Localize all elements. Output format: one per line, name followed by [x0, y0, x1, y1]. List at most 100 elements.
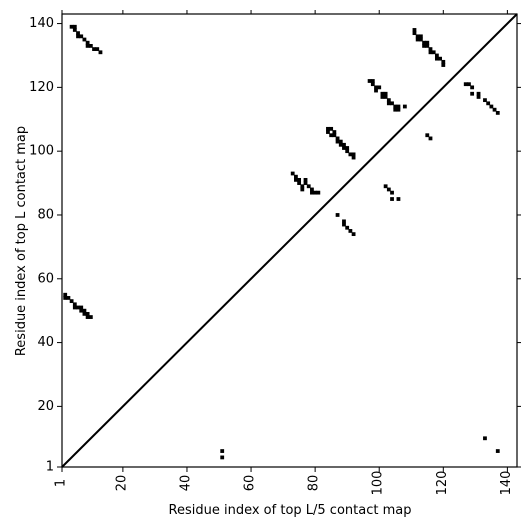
contact-point	[294, 177, 298, 182]
contact-point	[476, 91, 481, 96]
contact-point	[98, 50, 103, 55]
contact-point	[345, 146, 350, 150]
y-tick-label: 60	[37, 271, 54, 286]
contact-point	[76, 34, 80, 39]
contact-point	[72, 305, 77, 310]
contact-point	[463, 82, 468, 87]
contact-point	[297, 177, 302, 182]
contact-point	[470, 85, 475, 90]
contact-point	[348, 229, 353, 233]
contact-point	[434, 56, 439, 61]
contact-point	[348, 152, 353, 157]
contact-point	[415, 34, 420, 39]
contact-point	[313, 190, 318, 195]
contact-point	[438, 56, 443, 61]
contact-point	[383, 95, 388, 99]
contact-point	[316, 190, 321, 195]
y-axis-label: Residue index of top L contact map	[14, 126, 29, 356]
x-tick-label: 100	[371, 471, 386, 496]
contact-point	[332, 133, 337, 138]
contact-point	[374, 88, 378, 93]
contact-point	[495, 110, 500, 115]
contact-point	[377, 85, 382, 90]
contact-point	[434, 53, 439, 58]
contact-point	[386, 187, 391, 192]
contact-point	[85, 44, 90, 48]
contact-point	[393, 104, 398, 109]
contact-point	[374, 85, 378, 90]
contact-point	[342, 219, 346, 224]
contact-point	[428, 47, 433, 51]
contact-point	[396, 104, 401, 109]
contact-point	[383, 91, 388, 96]
y-tick-label: 1	[46, 460, 54, 475]
contact-point	[88, 315, 93, 319]
contact-point	[467, 82, 471, 87]
contact-point	[294, 174, 298, 179]
contact-point	[72, 302, 77, 307]
y-tick-label: 40	[37, 335, 54, 350]
contact-point	[383, 184, 388, 189]
contact-point	[310, 190, 314, 195]
contact-point	[332, 130, 337, 134]
contact-point	[431, 50, 436, 55]
contact-point	[495, 449, 500, 453]
contact-point	[418, 37, 423, 42]
contact-point	[82, 311, 87, 316]
x-tick-label: 60	[243, 475, 258, 492]
contact-point	[326, 126, 330, 131]
contact-point	[220, 449, 225, 453]
contact-point	[290, 171, 295, 176]
contact-point	[85, 315, 90, 319]
contact-point	[425, 40, 430, 45]
contact-point	[441, 59, 446, 64]
contact-point	[79, 34, 84, 39]
contact-point	[428, 50, 433, 55]
y-tick-label: 140	[29, 16, 54, 31]
contact-point	[486, 101, 491, 106]
contact-point	[79, 308, 84, 313]
contact-point	[72, 28, 77, 32]
contact-point	[351, 152, 356, 157]
contact-point	[220, 455, 225, 460]
contact-point	[76, 31, 80, 36]
contact-point	[492, 107, 497, 112]
contact-point	[300, 184, 305, 189]
contact-point	[370, 82, 375, 87]
plot-frame	[61, 13, 518, 468]
x-tick-label: 1	[54, 479, 69, 487]
contact-point	[329, 126, 334, 131]
y-tick-label: 80	[37, 207, 54, 222]
y-tick-label: 100	[29, 144, 54, 159]
contact-point	[329, 133, 334, 138]
contact-point	[85, 311, 90, 316]
contact-point	[335, 139, 340, 144]
contact-point	[396, 197, 401, 201]
contact-point	[297, 181, 302, 185]
y-tick-label: 120	[29, 80, 54, 95]
contact-point	[345, 149, 350, 154]
contact-point	[396, 107, 401, 112]
contact-point	[367, 79, 372, 83]
x-tick-label: 20	[114, 475, 129, 492]
contact-point	[69, 299, 74, 304]
contact-point	[390, 190, 394, 195]
contact-point	[335, 213, 340, 217]
contact-point	[303, 177, 308, 182]
contact-point	[476, 95, 481, 99]
contact-point	[92, 47, 96, 51]
contact-point	[470, 91, 475, 96]
contact-point	[483, 98, 487, 103]
contact-point	[95, 47, 100, 51]
contact-point	[415, 37, 420, 42]
contact-point	[386, 98, 391, 103]
x-axis-label: Residue index of top L/5 contact map	[169, 503, 412, 518]
contact-point	[380, 95, 385, 99]
contact-point	[351, 232, 356, 237]
contact-point	[483, 436, 487, 441]
contact-point	[310, 187, 314, 192]
contact-point	[390, 101, 394, 106]
contact-point	[76, 305, 80, 310]
contact-point	[370, 79, 375, 83]
